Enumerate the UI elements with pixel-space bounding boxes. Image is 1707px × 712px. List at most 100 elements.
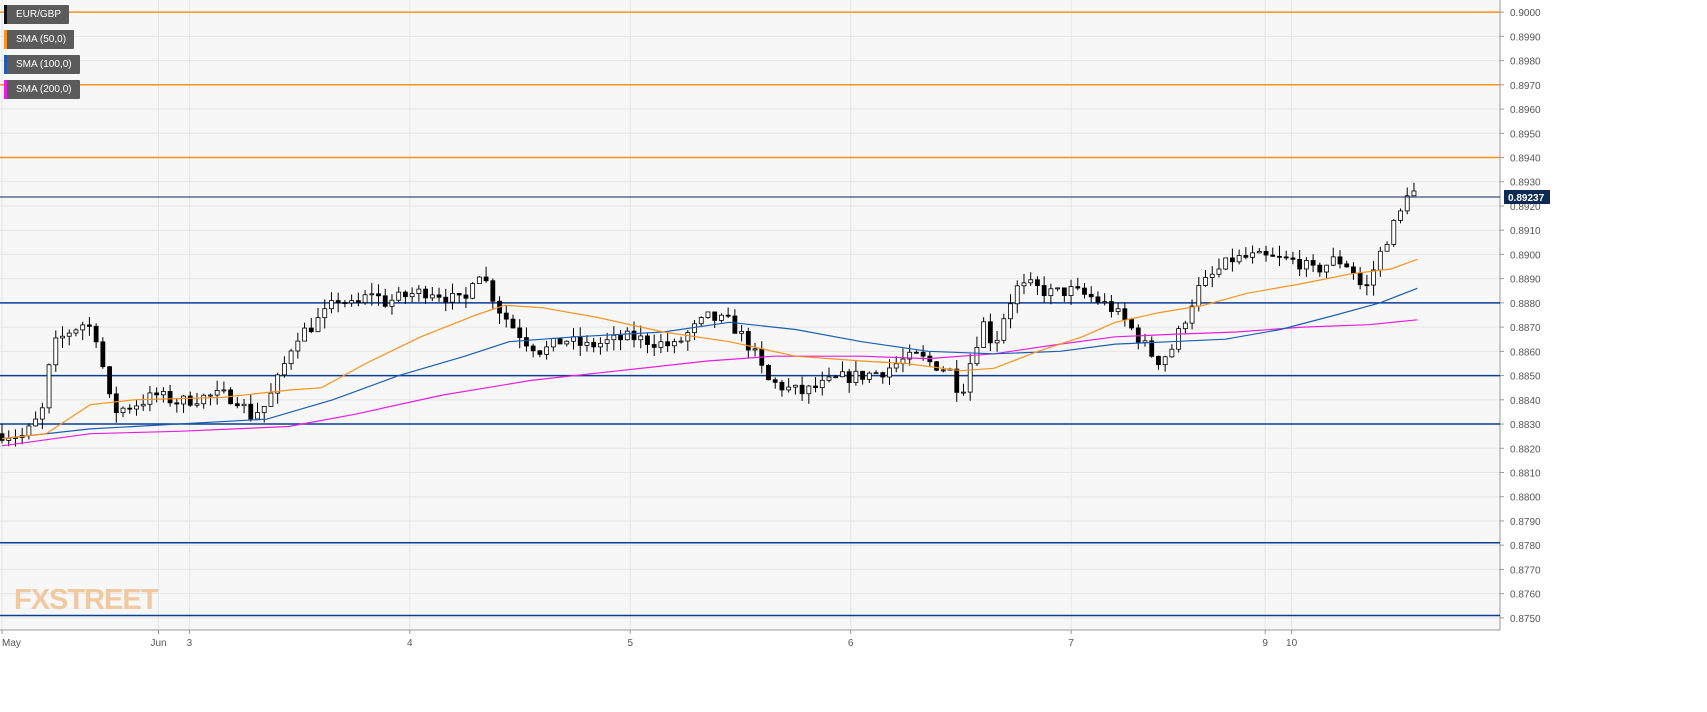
legend-label: SMA (50,0)	[16, 34, 67, 45]
candle-body	[389, 299, 395, 307]
candle-body	[1162, 356, 1168, 366]
last-price-label: 0.89237	[1508, 193, 1545, 204]
candle-body	[1223, 257, 1229, 270]
candle-body	[1250, 252, 1255, 258]
candle-body	[537, 350, 543, 355]
legend-label: SMA (100,0)	[16, 59, 72, 70]
candle-body	[46, 364, 52, 409]
sma50-line	[1, 258, 1418, 440]
candle-body	[1377, 250, 1383, 271]
candle-body	[597, 343, 603, 348]
candle-body	[255, 412, 260, 420]
legend-label: SMA (200,0)	[16, 84, 72, 95]
candle-body	[725, 314, 731, 317]
y-tick-label: 0.8900	[1510, 250, 1541, 261]
candle-body	[779, 381, 785, 391]
candle-body	[1068, 286, 1074, 296]
x-tick-label: Jun	[150, 638, 166, 649]
x-tick-label: 4	[407, 638, 413, 649]
candle-body	[1176, 328, 1182, 350]
candle-body	[234, 403, 240, 407]
candle-body	[181, 395, 186, 405]
candle-body	[416, 288, 422, 294]
candle-body	[1391, 220, 1397, 245]
y-tick-label: 0.8840	[1510, 396, 1541, 407]
y-tick-label: 0.8850	[1510, 372, 1541, 383]
legend-item-sma50[interactable]: SMA (50,0)	[4, 30, 75, 49]
candle-body	[315, 317, 321, 333]
candle-body	[1324, 264, 1329, 273]
legend-item-sma200[interactable]: SMA (200,0)	[4, 80, 80, 99]
candle-body	[429, 294, 435, 299]
last-price-tag	[1504, 189, 1550, 204]
candle-body	[221, 389, 227, 392]
candle-body	[1169, 348, 1175, 358]
candle-body	[382, 295, 388, 307]
candle-body	[853, 370, 859, 383]
candle-body	[329, 300, 334, 310]
candle-body	[1095, 296, 1101, 303]
candle-body	[961, 391, 966, 394]
candle-body	[6, 437, 12, 441]
y-tick-label: 0.8780	[1510, 541, 1541, 552]
legend: EUR/GBP SMA (50,0) SMA (100,0) SMA (200,…	[4, 5, 80, 105]
candle-body	[1189, 305, 1195, 324]
candle-body	[100, 341, 106, 368]
candle-body	[1364, 284, 1370, 287]
y-tick-label: 0.8920	[1510, 202, 1541, 213]
candle-body	[194, 403, 200, 406]
y-tick-label: 0.8870	[1510, 323, 1541, 334]
candle-body	[591, 341, 597, 348]
candle-body	[1411, 190, 1417, 197]
legend-item-eurgbp[interactable]: EUR/GBP	[4, 5, 70, 24]
candle-body	[624, 330, 630, 341]
candle-body	[483, 276, 489, 282]
candle-body	[80, 324, 86, 331]
candle-body	[645, 335, 650, 345]
candle-body	[819, 379, 825, 389]
y-tick-label: 0.8940	[1510, 154, 1541, 165]
candle-body	[739, 331, 744, 334]
candle-body	[530, 345, 536, 352]
candle-body	[268, 392, 274, 407]
candle-body	[1230, 257, 1235, 263]
candle-body	[981, 321, 987, 348]
candle-body	[712, 311, 718, 321]
candle-body	[994, 339, 1000, 344]
candle-body	[577, 336, 583, 346]
candle-body	[1330, 256, 1336, 266]
candle-body	[436, 294, 442, 298]
candle-body	[866, 372, 872, 380]
candle-body	[107, 366, 112, 395]
candle-body	[60, 335, 65, 339]
legend-item-sma100[interactable]: SMA (100,0)	[4, 55, 80, 74]
candle-body	[302, 327, 307, 342]
candle-body	[470, 283, 476, 299]
x-tick-label: May	[2, 638, 21, 649]
candle-body	[1001, 318, 1007, 341]
candle-body	[1156, 355, 1161, 366]
y-tick-label: 0.8820	[1510, 444, 1541, 455]
candle-body	[160, 391, 166, 396]
candle-body	[1297, 258, 1303, 270]
candle-body	[611, 334, 617, 341]
candle-body	[1256, 251, 1262, 254]
candle-body	[1310, 260, 1316, 266]
candle-body	[685, 332, 691, 342]
candle-body	[1196, 285, 1202, 307]
candle-body	[833, 376, 839, 379]
y-tick-label: 0.8950	[1510, 129, 1541, 140]
candle-body	[1102, 301, 1108, 304]
candle-body	[840, 371, 845, 378]
candle-body	[1317, 264, 1323, 273]
candle-body	[618, 334, 623, 341]
candle-body	[1344, 263, 1350, 268]
candle-body	[1236, 255, 1242, 263]
candle-body	[1290, 257, 1296, 260]
y-tick-label: 0.9000	[1510, 8, 1541, 19]
candle-body	[638, 335, 644, 341]
candle-body	[396, 291, 402, 301]
candle-body	[73, 329, 79, 334]
candle-body	[665, 341, 671, 347]
candle-body	[208, 394, 213, 397]
